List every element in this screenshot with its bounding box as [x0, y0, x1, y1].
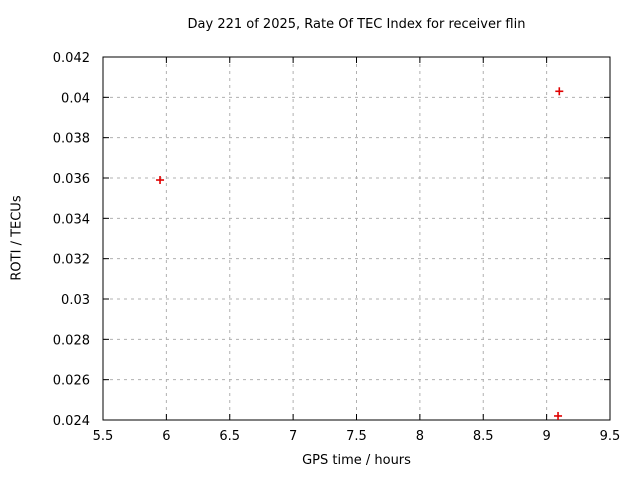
- chart-title: Day 221 of 2025, Rate Of TEC Index for r…: [187, 17, 526, 32]
- x-tick-label: 6: [162, 429, 170, 444]
- y-tick-label: 0.04: [61, 91, 90, 106]
- x-tick-label: 7: [289, 429, 297, 444]
- x-tick-label: 5.5: [93, 429, 114, 444]
- x-tick-label: 9: [542, 429, 550, 444]
- x-tick-label: 9.5: [600, 429, 621, 444]
- y-tick-label: 0.042: [53, 51, 90, 66]
- y-tick-label: 0.024: [53, 414, 90, 429]
- y-tick-label: 0.036: [53, 172, 90, 187]
- x-axis-label: GPS time / hours: [302, 453, 411, 468]
- y-tick-label: 0.03: [61, 293, 90, 308]
- x-tick-label: 6.5: [219, 429, 240, 444]
- x-tick-label: 7.5: [346, 429, 367, 444]
- x-tick-label: 8: [416, 429, 424, 444]
- y-tick-label: 0.038: [53, 132, 90, 147]
- y-tick-label: 0.034: [53, 212, 90, 227]
- y-tick-label: 0.032: [53, 253, 90, 268]
- y-tick-label: 0.028: [53, 333, 90, 348]
- plot-frame: [102, 56, 611, 421]
- y-tick-label: 0.026: [53, 374, 90, 389]
- x-tick-label: 8.5: [473, 429, 494, 444]
